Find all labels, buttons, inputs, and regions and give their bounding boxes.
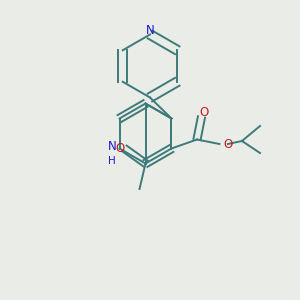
Text: N: N bbox=[146, 23, 154, 37]
Text: O: O bbox=[200, 106, 209, 119]
Text: N: N bbox=[108, 140, 116, 154]
Text: O: O bbox=[116, 142, 124, 155]
Text: O: O bbox=[224, 137, 233, 151]
Text: H: H bbox=[108, 155, 116, 166]
